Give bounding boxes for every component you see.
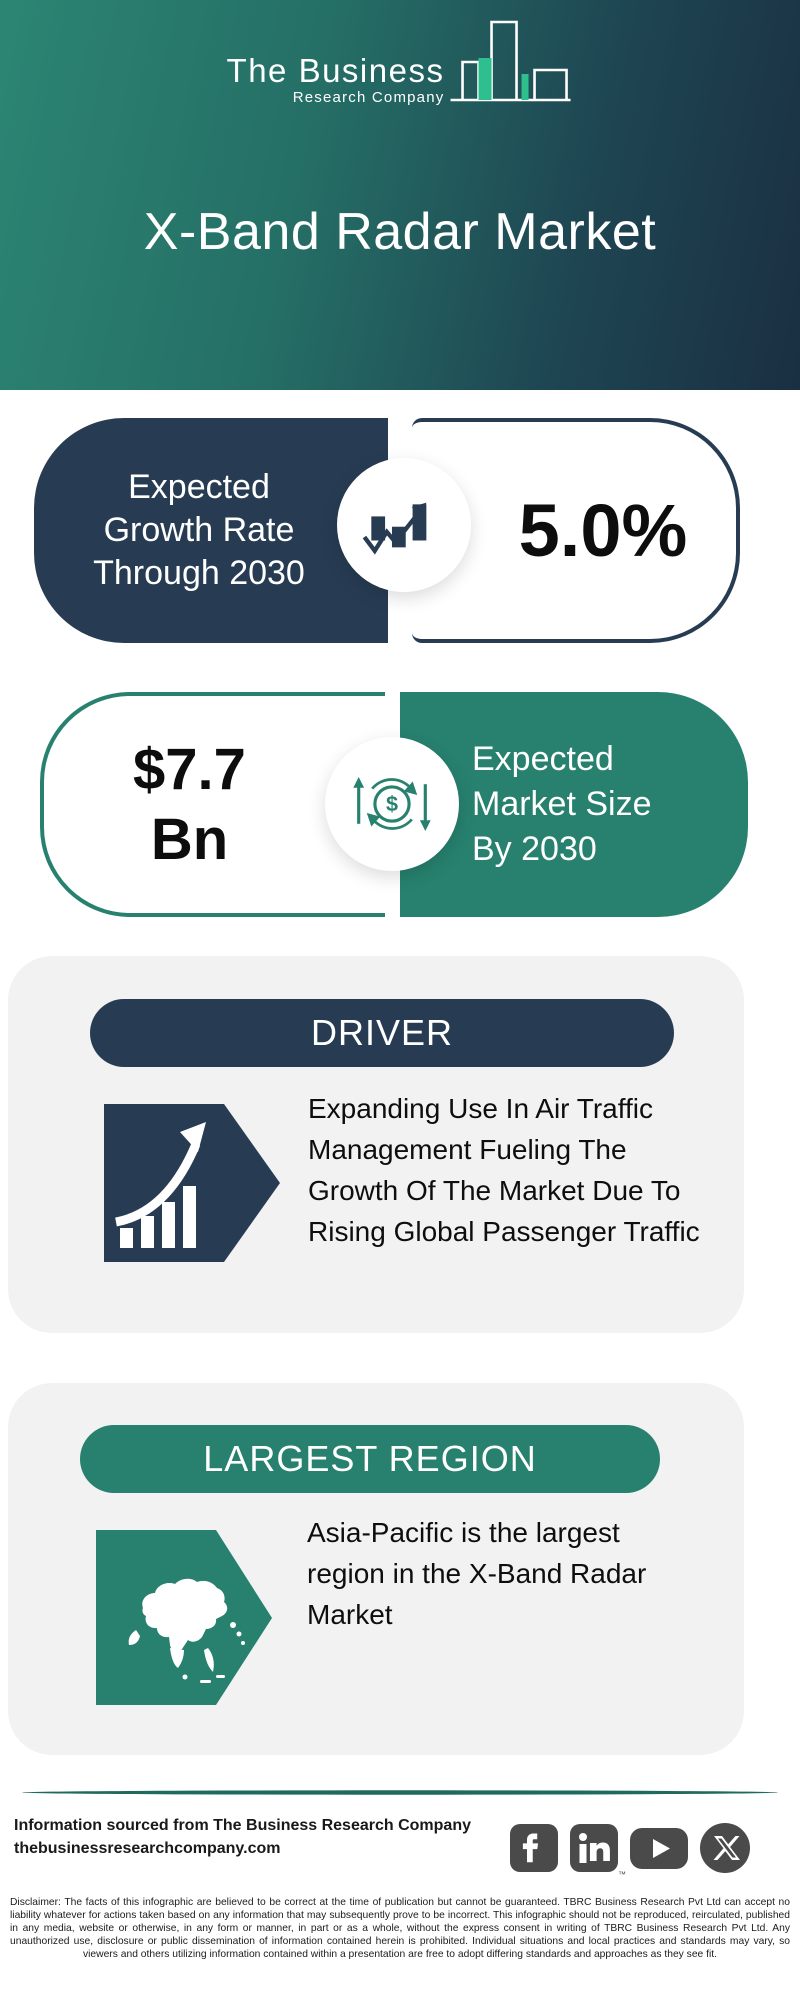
largest-region-heading: LARGEST REGION bbox=[203, 1438, 537, 1479]
company-logo: The Business Research Company bbox=[227, 12, 574, 109]
driver-heading-pill: DRIVER bbox=[90, 999, 674, 1067]
page-title: X-Band Radar Market bbox=[143, 203, 657, 261]
facebook-icon[interactable] bbox=[510, 1824, 558, 1877]
source-line: Information sourced from The Business Re… bbox=[14, 1817, 471, 1834]
company-website-link[interactable]: thebusinessresearchcompany.com bbox=[14, 1840, 281, 1857]
growth-chart-arrow-icon bbox=[337, 458, 471, 592]
market-size-value-line: $7.7 bbox=[133, 736, 246, 802]
bar-chart-skyline-icon bbox=[448, 12, 573, 109]
largest-region-section-card: LARGEST REGION Asia-Pacific is the large… bbox=[8, 1383, 744, 1755]
growth-rate-value-pill: 5.0% bbox=[412, 418, 740, 643]
market-size-value-pill: $7.7 Bn bbox=[40, 692, 385, 917]
driver-text-line: Rising Global Passenger Traffic bbox=[308, 1216, 700, 1247]
market-size-value-line: Bn bbox=[150, 806, 229, 872]
growth-label-line: Expected bbox=[128, 467, 270, 506]
youtube-icon[interactable] bbox=[630, 1824, 688, 1877]
company-logo-text: The Business Research Company bbox=[227, 54, 445, 109]
linkedin-tm-mark: ™ bbox=[618, 1870, 626, 1879]
footer-divider bbox=[20, 1782, 780, 1795]
growth-rate-value: 5.0% bbox=[518, 489, 688, 572]
market-size-stat: $7.7 Bn Expected Market Size By 2030 $ bbox=[40, 692, 748, 917]
market-size-label-pill: Expected Market Size By 2030 bbox=[400, 692, 748, 917]
social-links: ™ bbox=[510, 1823, 750, 1879]
dollar-circulation-icon: $ bbox=[325, 737, 459, 871]
driver-text: Expanding Use In Air Traffic Management … bbox=[308, 1088, 748, 1252]
driver-section-card: DRIVER Expanding Use In Air Traffic Mana… bbox=[8, 956, 744, 1333]
market-label-line: Market Size bbox=[472, 785, 652, 824]
driver-heading: DRIVER bbox=[310, 1012, 454, 1053]
largest-region-text: Asia-Pacific is the largest region in th… bbox=[307, 1512, 737, 1635]
driver-text-line: Expanding Use In Air Traffic bbox=[308, 1093, 653, 1124]
growth-label-line: Through 2030 bbox=[93, 554, 305, 593]
region-text-line: Asia-Pacific is the largest bbox=[307, 1517, 620, 1548]
asia-map-icon bbox=[96, 1530, 274, 1710]
market-label-line: Expected bbox=[472, 740, 614, 779]
region-text-line: Market bbox=[307, 1599, 393, 1630]
region-text-line: region in the X-Band Radar bbox=[307, 1558, 647, 1589]
source-attribution: Information sourced from The Business Re… bbox=[14, 1814, 471, 1860]
logo-line2: Research Company bbox=[292, 89, 445, 106]
growth-rate-label-pill: Expected Growth Rate Through 2030 bbox=[34, 418, 388, 643]
header-banner: The Business Research Company X-Band Rad… bbox=[0, 0, 800, 390]
svg-text:$: $ bbox=[386, 791, 398, 816]
growth-rate-stat: Expected Growth Rate Through 2030 5.0% bbox=[34, 418, 740, 643]
x-icon[interactable] bbox=[700, 1823, 750, 1878]
linkedin-icon[interactable]: ™ bbox=[570, 1824, 626, 1879]
driver-text-line: Growth Of The Market Due To bbox=[308, 1175, 681, 1206]
largest-region-heading-pill: LARGEST REGION bbox=[80, 1425, 660, 1493]
disclaimer-text: Disclaimer: The facts of this infographi… bbox=[10, 1897, 790, 1960]
driver-text-line: Management Fueling The bbox=[308, 1134, 627, 1165]
market-label-line: By 2030 bbox=[472, 829, 597, 868]
logo-line1: The Business bbox=[226, 52, 445, 90]
growth-label-line: Growth Rate bbox=[103, 510, 295, 549]
rising-bars-arrow-icon bbox=[104, 1104, 282, 1267]
